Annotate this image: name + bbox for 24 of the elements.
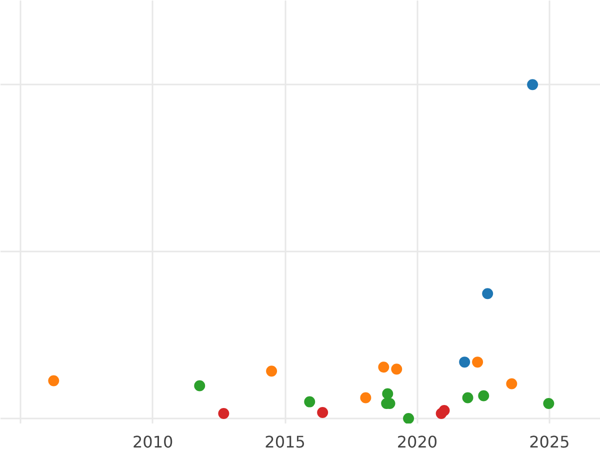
point <box>403 413 414 424</box>
point <box>218 408 230 419</box>
point <box>459 356 470 368</box>
x-tick-label: 2020 <box>396 432 438 450</box>
point <box>472 356 484 368</box>
point <box>382 388 394 400</box>
point <box>48 375 60 386</box>
point <box>378 362 390 373</box>
point <box>194 380 206 392</box>
point <box>543 398 554 409</box>
point <box>317 406 328 418</box>
point <box>360 392 372 404</box>
point <box>438 404 450 416</box>
point <box>482 288 494 300</box>
point <box>462 392 474 404</box>
x-tick-label: 2015 <box>264 432 306 450</box>
point <box>266 366 278 377</box>
point <box>304 396 316 408</box>
point <box>391 364 402 375</box>
x-tick-label: 2010 <box>132 432 174 450</box>
point <box>478 390 490 402</box>
point <box>527 79 538 90</box>
x-tick-label: 2025 <box>529 432 570 450</box>
point <box>506 378 518 390</box>
